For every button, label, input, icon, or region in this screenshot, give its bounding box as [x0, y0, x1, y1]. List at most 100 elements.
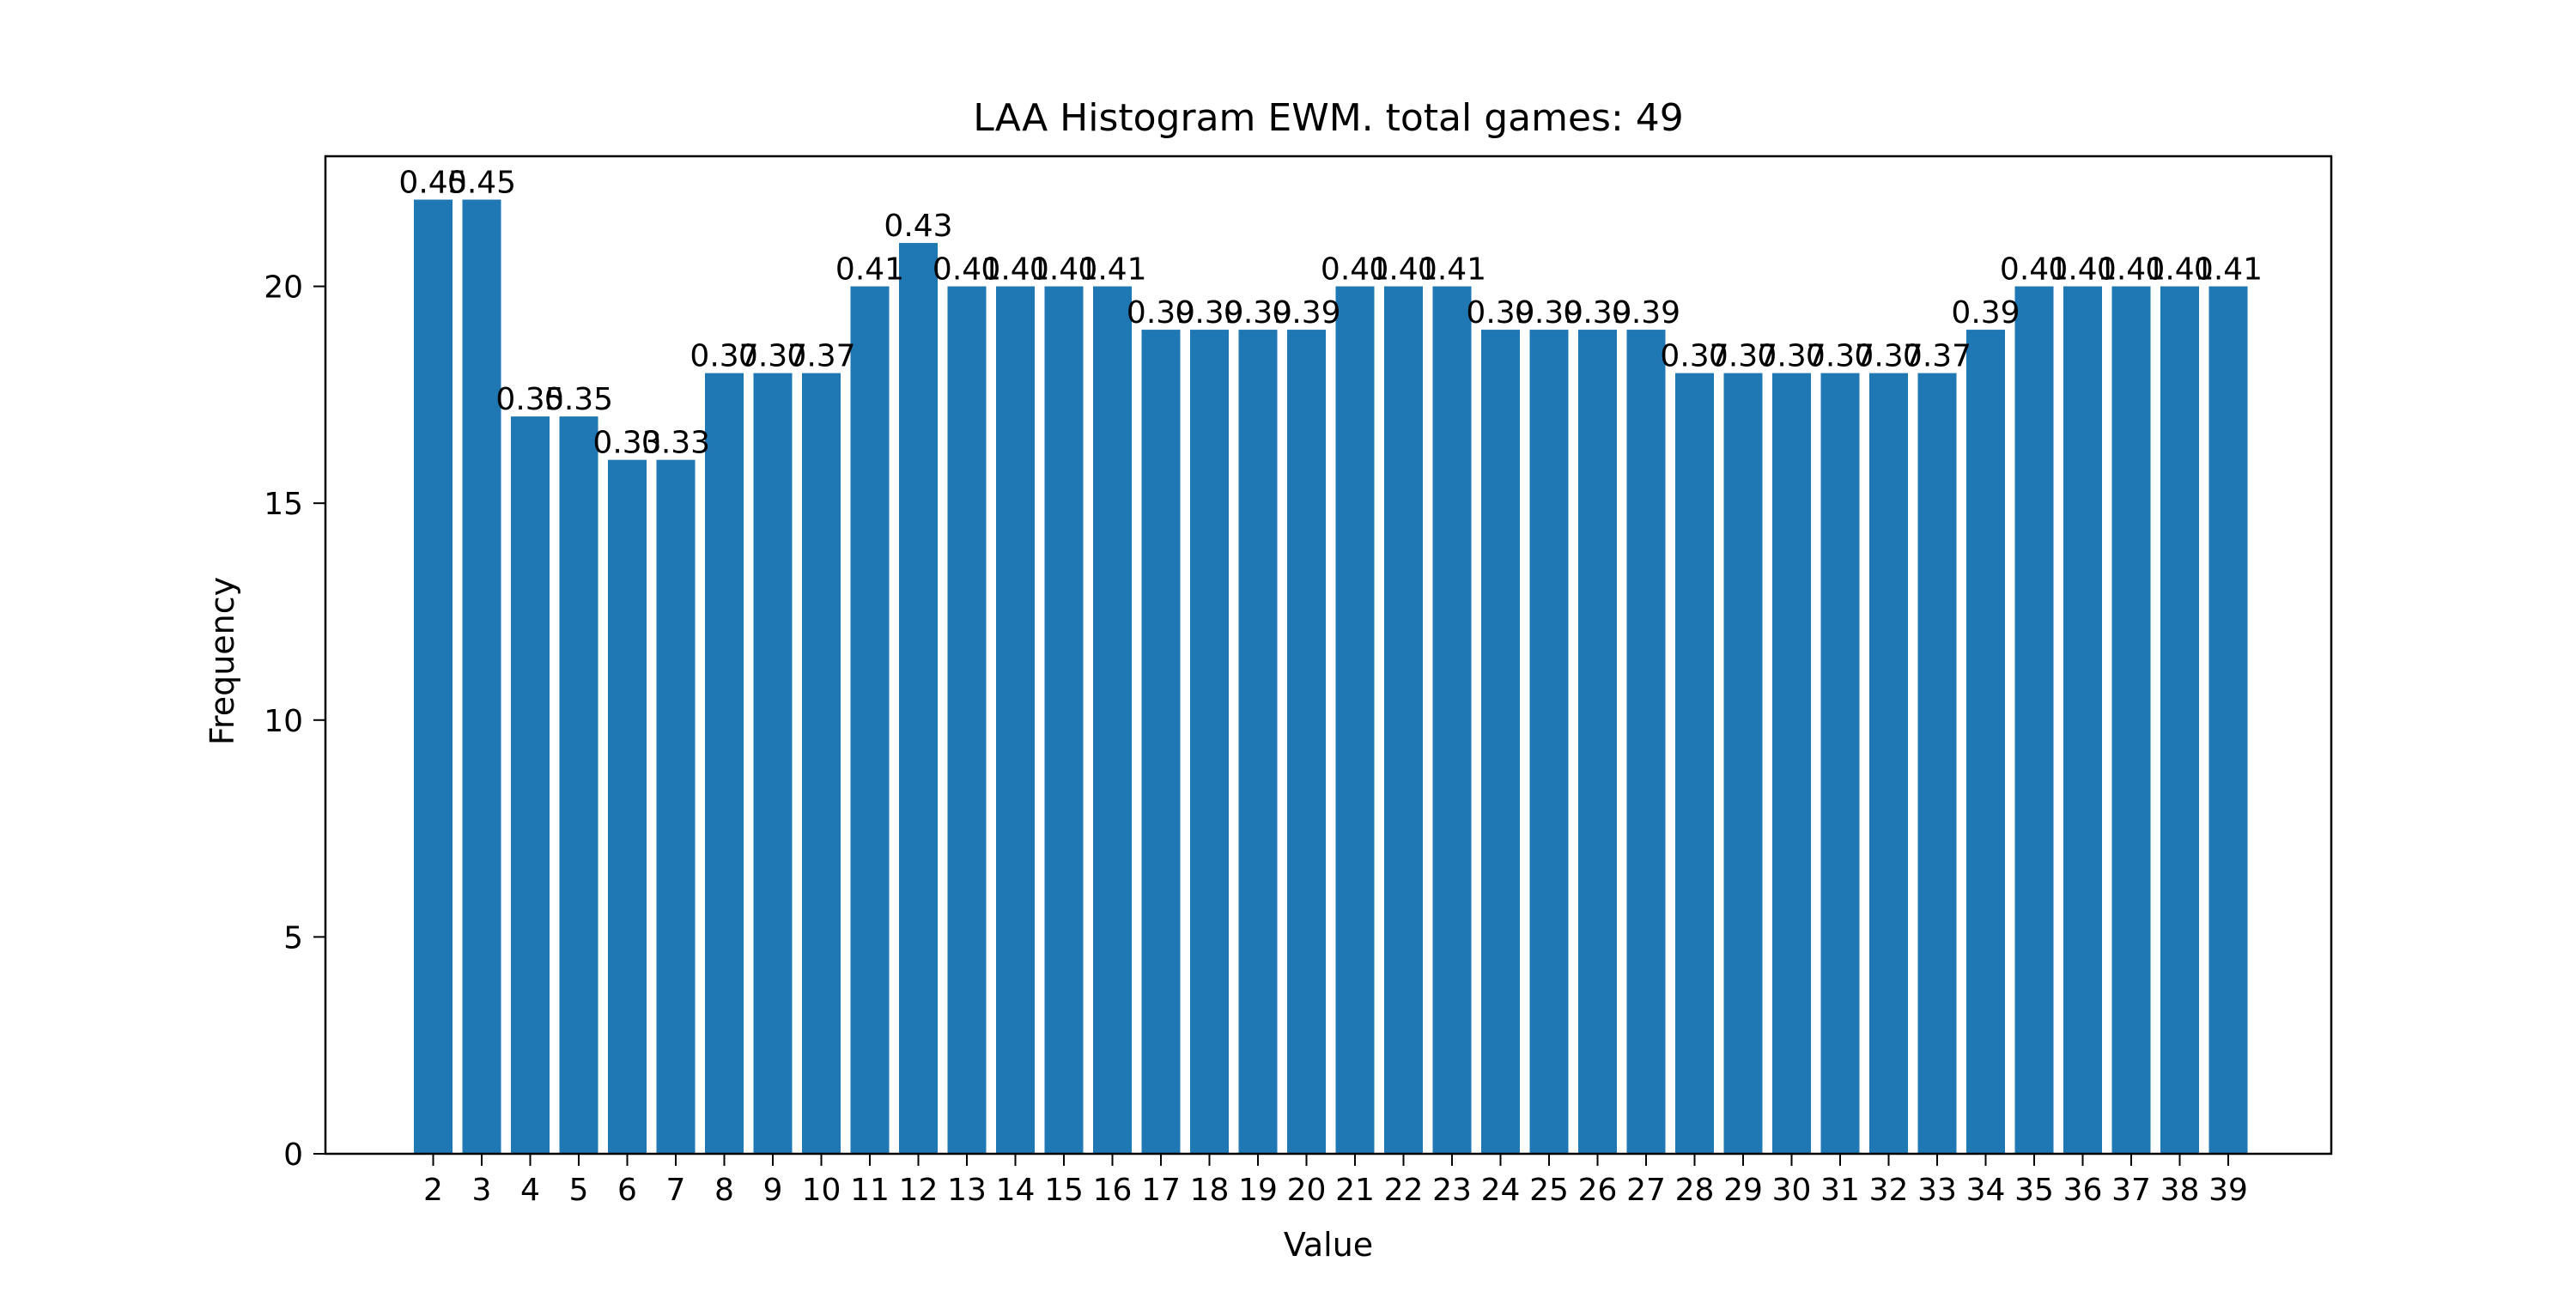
x-tick-label: 23 — [1432, 1173, 1472, 1208]
x-tick-label: 35 — [2014, 1173, 2054, 1208]
bar-value-label: 0.41 — [2097, 252, 2166, 288]
bar-value-label: 0.39 — [1175, 295, 1243, 331]
bar-value-label: 0.41 — [933, 252, 1001, 288]
bar — [753, 373, 793, 1154]
bar-value-label: 0.37 — [1903, 339, 1971, 374]
bar — [1141, 330, 1181, 1155]
bar — [1432, 286, 1472, 1155]
bar-value-label: 0.37 — [738, 339, 807, 374]
bar — [996, 286, 1035, 1155]
bar — [1238, 330, 1278, 1155]
x-tick-label: 10 — [802, 1173, 841, 1208]
bar — [1723, 373, 1763, 1154]
x-axis-ticks: 2 3 4 5 6 7 8 9 10 11 12 13 14 15 16 17 18 19 20 21 22 23 24 25… — [423, 1154, 2248, 1208]
bar — [899, 243, 938, 1155]
x-tick-label: 14 — [996, 1173, 1036, 1208]
bar-value-label: 0.41 — [1030, 252, 1098, 288]
bar — [802, 373, 841, 1154]
x-tick-label: 13 — [947, 1173, 987, 1208]
x-tick-label: 20 — [1287, 1173, 1327, 1208]
bar — [1044, 286, 1084, 1155]
bar-value-label: 0.39 — [1272, 295, 1340, 331]
y-axis-ticks: 0 5 10 15 20 — [264, 270, 325, 1173]
x-tick-label: 2 — [423, 1173, 443, 1208]
x-tick-label: 6 — [617, 1173, 637, 1208]
bar-value-label: 0.33 — [641, 426, 710, 461]
x-tick-label: 39 — [2208, 1173, 2248, 1208]
bar — [1578, 330, 1617, 1155]
bar-value-label: 0.39 — [1466, 295, 1534, 331]
x-tick-label: 11 — [850, 1173, 890, 1208]
bar — [608, 459, 647, 1154]
bar — [462, 199, 501, 1155]
plot-frame — [324, 155, 2333, 1156]
bar — [1335, 286, 1375, 1155]
x-axis-label: Value — [1284, 1226, 1373, 1264]
x-tick-label: 26 — [1578, 1173, 1618, 1208]
x-tick-label: 17 — [1141, 1173, 1181, 1208]
x-tick-label: 37 — [2111, 1173, 2151, 1208]
bar — [1481, 330, 1520, 1155]
bar-value-label: 0.33 — [592, 426, 661, 461]
x-tick-label: 22 — [1384, 1173, 1424, 1208]
x-tick-label: 19 — [1238, 1173, 1278, 1208]
bar-labels-layer: 0.450.450.350.350.330.330.370.370.370.41… — [398, 166, 2263, 461]
x-tick-label: 30 — [1772, 1173, 1812, 1208]
x-tick-label: 9 — [763, 1173, 783, 1208]
bar — [559, 416, 598, 1154]
bar-value-label: 0.41 — [1369, 252, 1437, 288]
bar — [850, 286, 890, 1155]
bar-value-label: 0.37 — [1757, 339, 1826, 374]
bar — [947, 286, 987, 1155]
x-tick-label: 15 — [1044, 1173, 1084, 1208]
bar-value-label: 0.37 — [690, 339, 758, 374]
bar-value-label: 0.41 — [981, 252, 1049, 288]
bar — [1869, 373, 1908, 1154]
bar — [1966, 330, 2005, 1155]
bar — [1287, 330, 1326, 1155]
bar — [1190, 330, 1229, 1155]
bar — [1917, 373, 1957, 1154]
x-tick-label: 5 — [569, 1173, 589, 1208]
x-tick-label: 32 — [1869, 1173, 1909, 1208]
bar — [1529, 330, 1569, 1155]
bar — [705, 373, 744, 1154]
x-tick-label: 24 — [1481, 1173, 1521, 1208]
chart-title: LAA Histogram EWM. total games: 49 — [973, 96, 1684, 140]
bar — [1772, 373, 1811, 1154]
x-tick-label: 12 — [899, 1173, 939, 1208]
x-tick-label: 3 — [472, 1173, 492, 1208]
bar — [2063, 286, 2102, 1155]
y-tick-label: 0 — [283, 1137, 303, 1173]
y-tick-label: 5 — [283, 920, 303, 955]
bar-value-label: 0.41 — [1418, 252, 1486, 288]
bar-value-label: 0.41 — [1321, 252, 1389, 288]
x-tick-label: 18 — [1190, 1173, 1230, 1208]
bar-value-label: 0.41 — [2145, 252, 2214, 288]
bar — [1384, 286, 1423, 1155]
bar — [511, 416, 550, 1154]
bar-value-label: 0.35 — [544, 382, 613, 417]
y-axis-label: Frequency — [204, 577, 241, 745]
bar — [1626, 330, 1666, 1155]
bar-value-label: 0.39 — [1515, 295, 1583, 331]
bar-value-label: 0.37 — [787, 339, 855, 374]
x-tick-label: 36 — [2063, 1173, 2103, 1208]
bar-value-label: 0.45 — [447, 166, 516, 201]
bar — [1820, 373, 1860, 1154]
bar-value-label: 0.41 — [2000, 252, 2069, 288]
bar-value-label: 0.41 — [835, 252, 904, 288]
bar-value-label: 0.41 — [2048, 252, 2117, 288]
x-tick-label: 28 — [1675, 1173, 1715, 1208]
x-tick-label: 27 — [1626, 1173, 1666, 1208]
bar-value-label: 0.39 — [1127, 295, 1195, 331]
x-tick-label: 16 — [1093, 1173, 1133, 1208]
bar — [414, 199, 453, 1155]
bar — [2111, 286, 2151, 1155]
bar-value-label: 0.41 — [1078, 252, 1146, 288]
bar-value-label: 0.43 — [884, 209, 952, 244]
bar-value-label: 0.37 — [1854, 339, 1923, 374]
bar — [2208, 286, 2248, 1155]
